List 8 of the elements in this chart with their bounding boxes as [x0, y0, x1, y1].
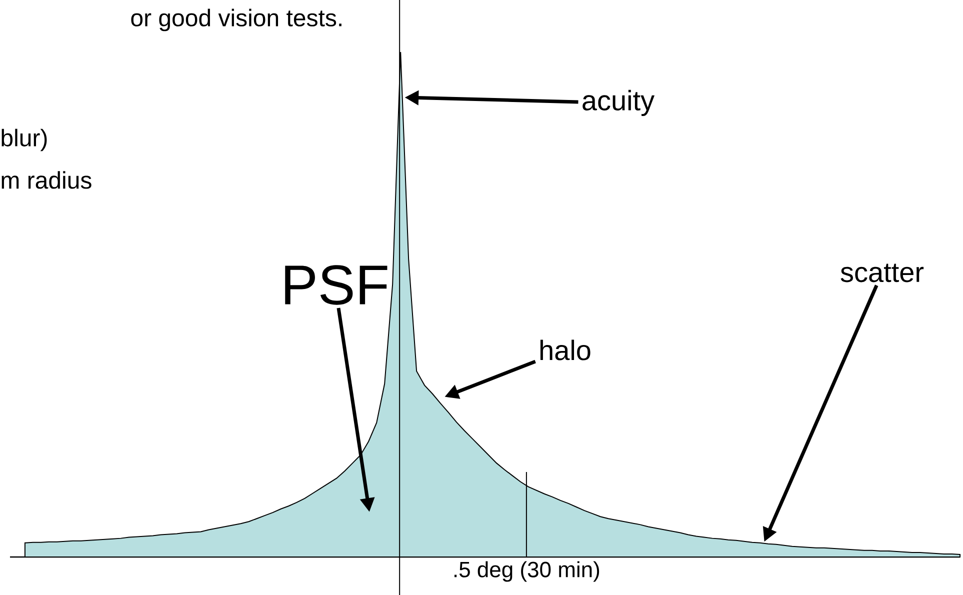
text: .5 deg (30 min): [454, 561, 600, 582]
annotation: blur): [2, 128, 47, 152]
annotation: m radius: [2, 171, 92, 189]
annotation: halo: [540, 340, 590, 360]
annotation: PSF: [285, 265, 388, 305]
annotation: acuity: [582, 90, 655, 116]
text: or good vision tests.: [131, 8, 342, 32]
annotation: scatter: [840, 264, 924, 282]
